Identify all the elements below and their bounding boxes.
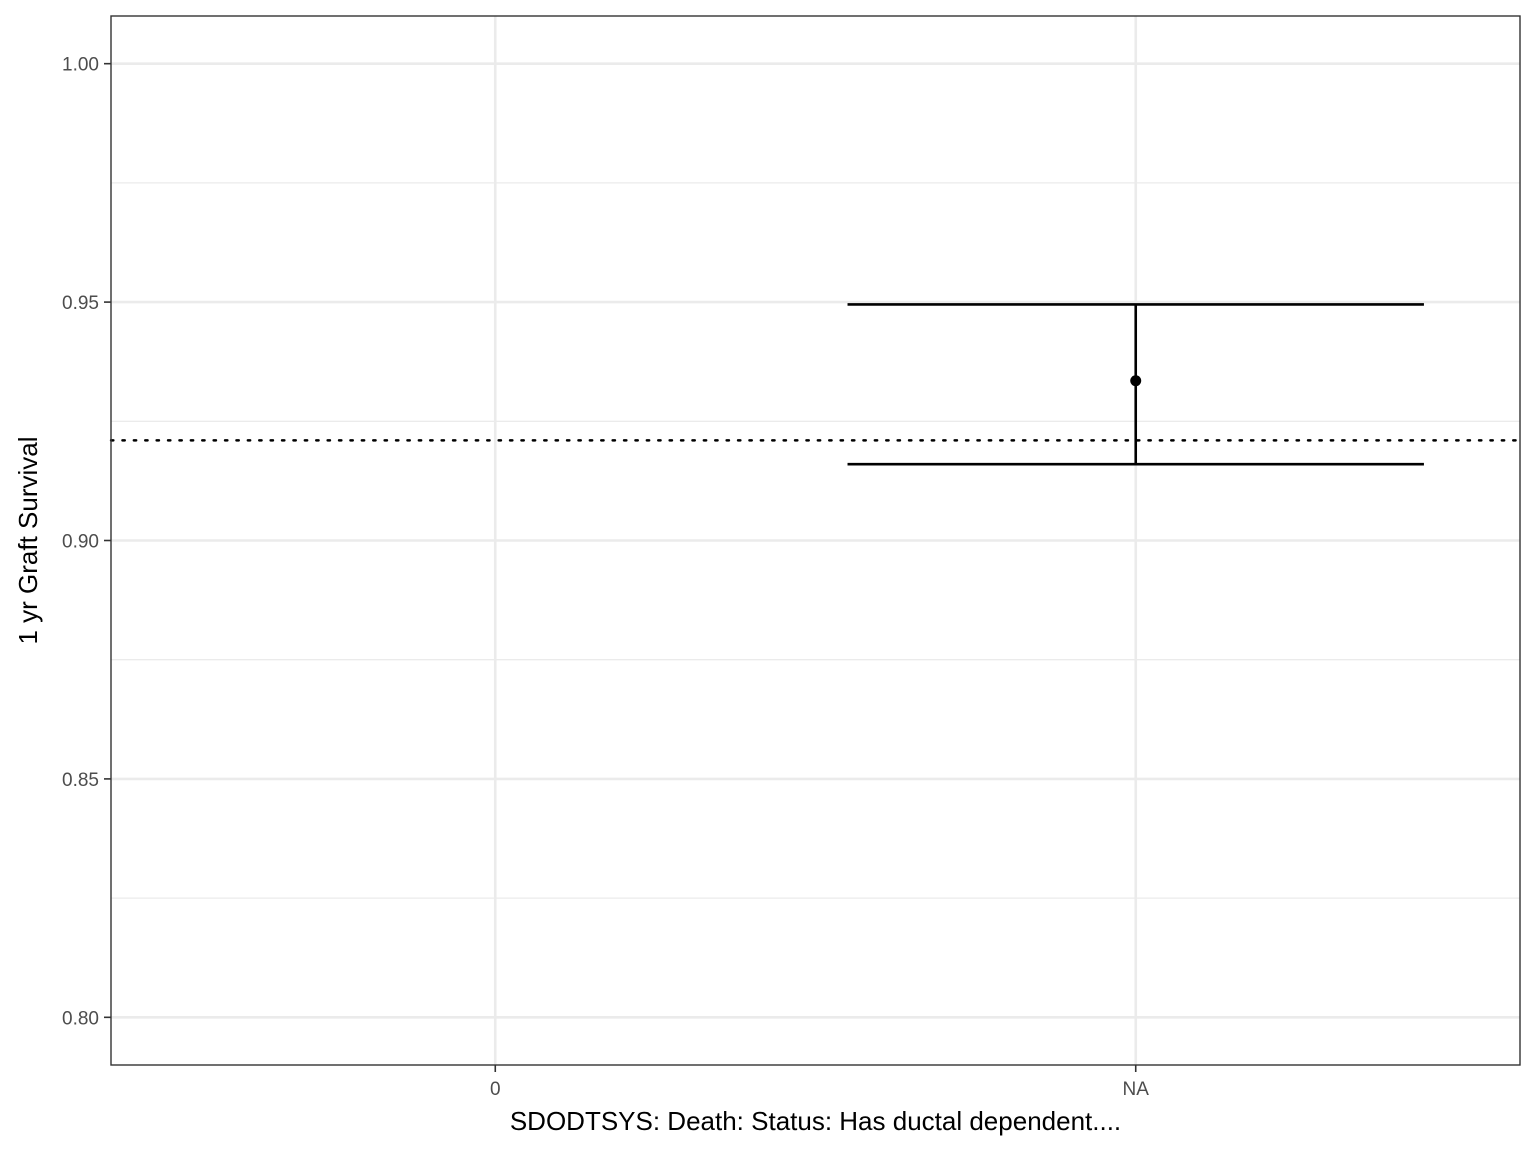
x-tick-label: NA: [1123, 1079, 1150, 1100]
grid-layer: [111, 16, 1520, 1065]
y-tick-label: 0.85: [62, 770, 99, 791]
axis-layer: 0.80 0.85 0.90 0.95 1.00 0 NA: [62, 55, 1149, 1100]
x-axis-title: SDODTSYS: Death: Status: Has ductal depe…: [510, 1106, 1121, 1136]
marks-layer: [847, 303, 1424, 466]
y-axis-title: 1 yr Graft Survival: [13, 436, 43, 644]
data-point: [1130, 375, 1142, 387]
y-tick-label: 0.95: [62, 293, 99, 314]
y-tick-label: 1.00: [62, 55, 99, 76]
y-tick-label: 0.80: [62, 1008, 99, 1029]
y-tick-label: 0.90: [62, 532, 99, 553]
x-tick-label: 0: [490, 1079, 501, 1100]
